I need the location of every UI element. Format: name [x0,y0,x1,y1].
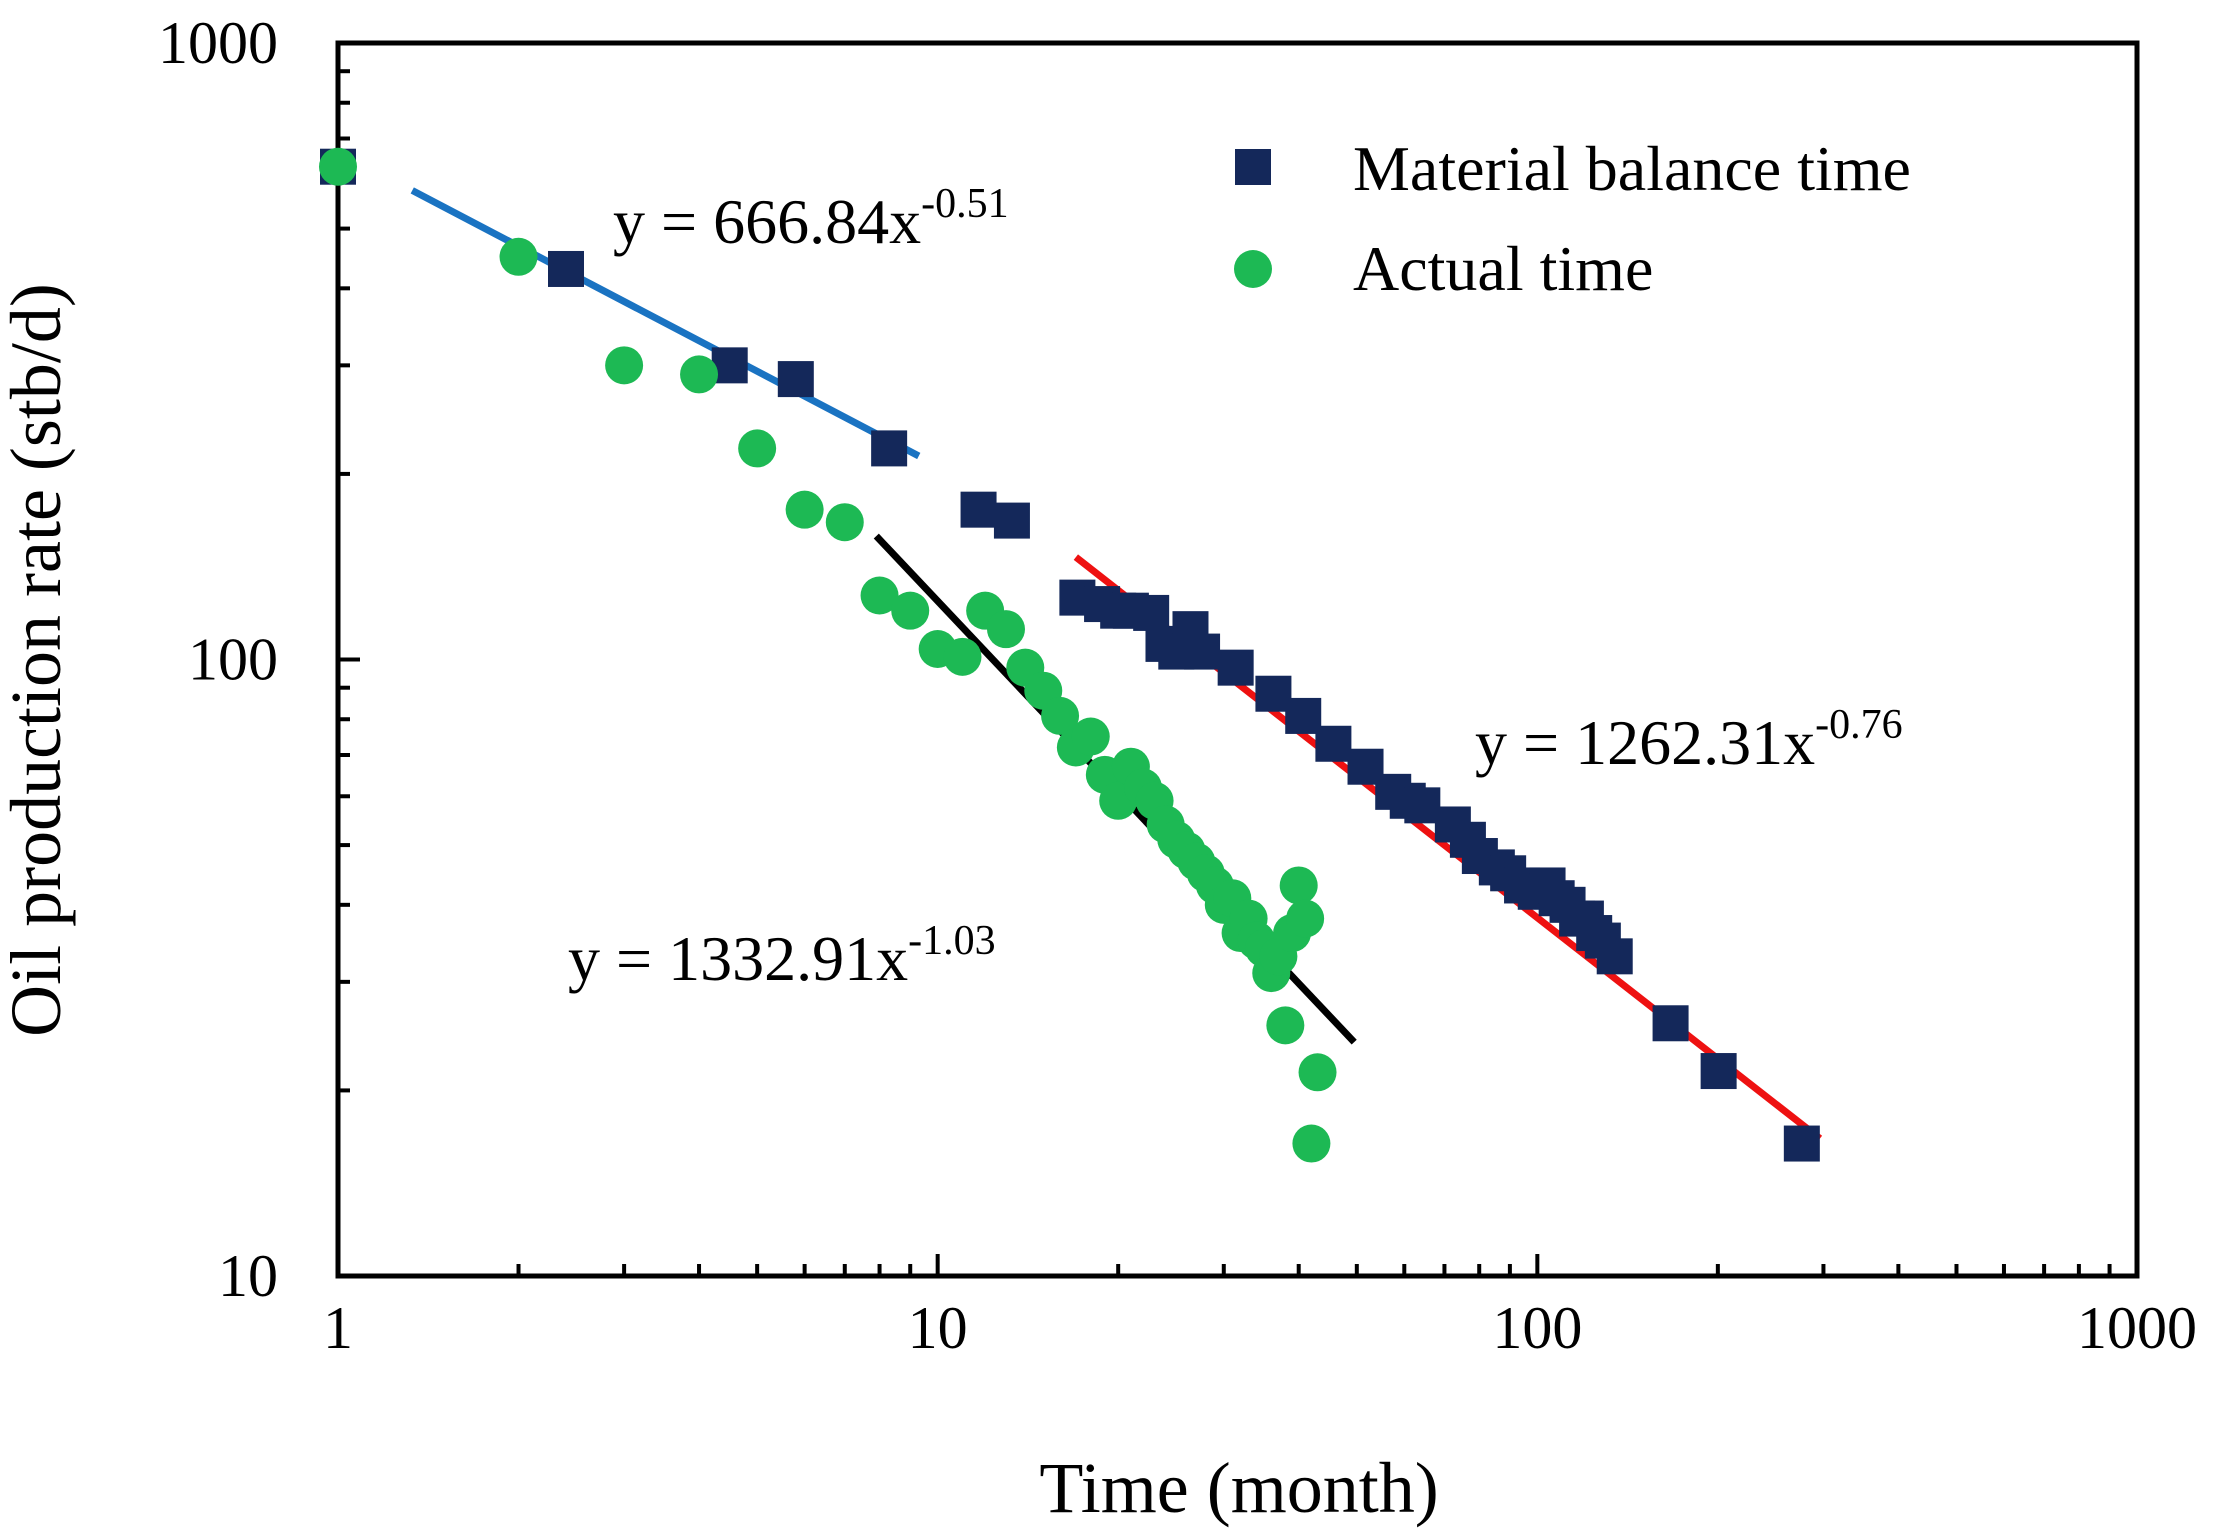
fit-exponent-black: -1.03 [908,918,996,964]
actual-time-point [1266,1006,1305,1045]
actual-time-point [943,637,982,676]
fit-equation-red: y = 1262.31x-0.76 [1475,702,1903,778]
material-balance-point [960,491,997,528]
actual-time-point [1298,1053,1337,1092]
legend-label-actual-time: Actual time [1353,233,1653,304]
legend-label-material-balance: Material balance time [1353,133,1911,204]
data-series [319,147,1820,1163]
material-balance-point [1184,633,1221,670]
actual-time-point [1071,717,1110,756]
material-balance-point [1217,649,1254,686]
y-tick-label: 100 [188,627,278,693]
actual-time-point [860,576,899,615]
material-balance-point [1783,1125,1820,1162]
material-balance-point [1315,725,1352,762]
x-tick-label: 100 [1492,1295,1582,1361]
material-balance-point [1700,1053,1737,1090]
actual-time-point [1279,866,1318,905]
x-tick-label: 1000 [2077,1295,2197,1361]
legend-marker-material-balance [1235,149,1271,185]
actual-time-point [738,429,777,468]
actual-time-point [1041,696,1080,735]
actual-time-point [319,147,357,186]
fit-lines [410,187,1823,1142]
fit-exponent-blue: -0.51 [921,181,1009,227]
material-balance-point [993,502,1030,539]
tick-labels: 1 10 100 1000 10 100 1000 [158,10,2197,1361]
material-balance-point [1652,1005,1689,1042]
actual-time-point [986,610,1025,649]
x-axis-title: Time (month) [1039,1448,1438,1528]
material-balance-point [1285,697,1322,734]
material-balance-point [1133,594,1170,631]
material-balance-point [1404,787,1441,824]
actual-time-point [1292,1124,1331,1163]
fit-material-balance-early [410,187,921,460]
material-balance-point [871,430,908,467]
legend-marker-actual-time [1234,250,1272,288]
fit-exponent-red: -0.76 [1815,702,1903,748]
material-balance-point [1596,938,1633,975]
actual-time-point [499,237,538,276]
actual-time-point [785,490,824,529]
actual-time-point [605,346,644,385]
material-balance-point [548,250,584,287]
x-tick-label: 1 [323,1295,353,1361]
material-balance-point [777,361,814,398]
x-tick-label: 10 [908,1295,968,1361]
actual-time-point [825,503,864,542]
y-tick-label: 1000 [158,10,278,76]
actual-time-point [680,355,719,394]
fit-equation-black: y = 1332.91x-1.03 [568,918,996,994]
fit-equation-blue: y = 666.84x-0.51 [613,181,1009,257]
actual-time-point [1286,899,1325,938]
legend: Material balance time Actual time [1234,133,1911,304]
y-axis-title: Oil production rate (stb/d) [0,283,76,1037]
actual-time-point [891,591,930,630]
y-tick-label: 10 [218,1243,278,1309]
